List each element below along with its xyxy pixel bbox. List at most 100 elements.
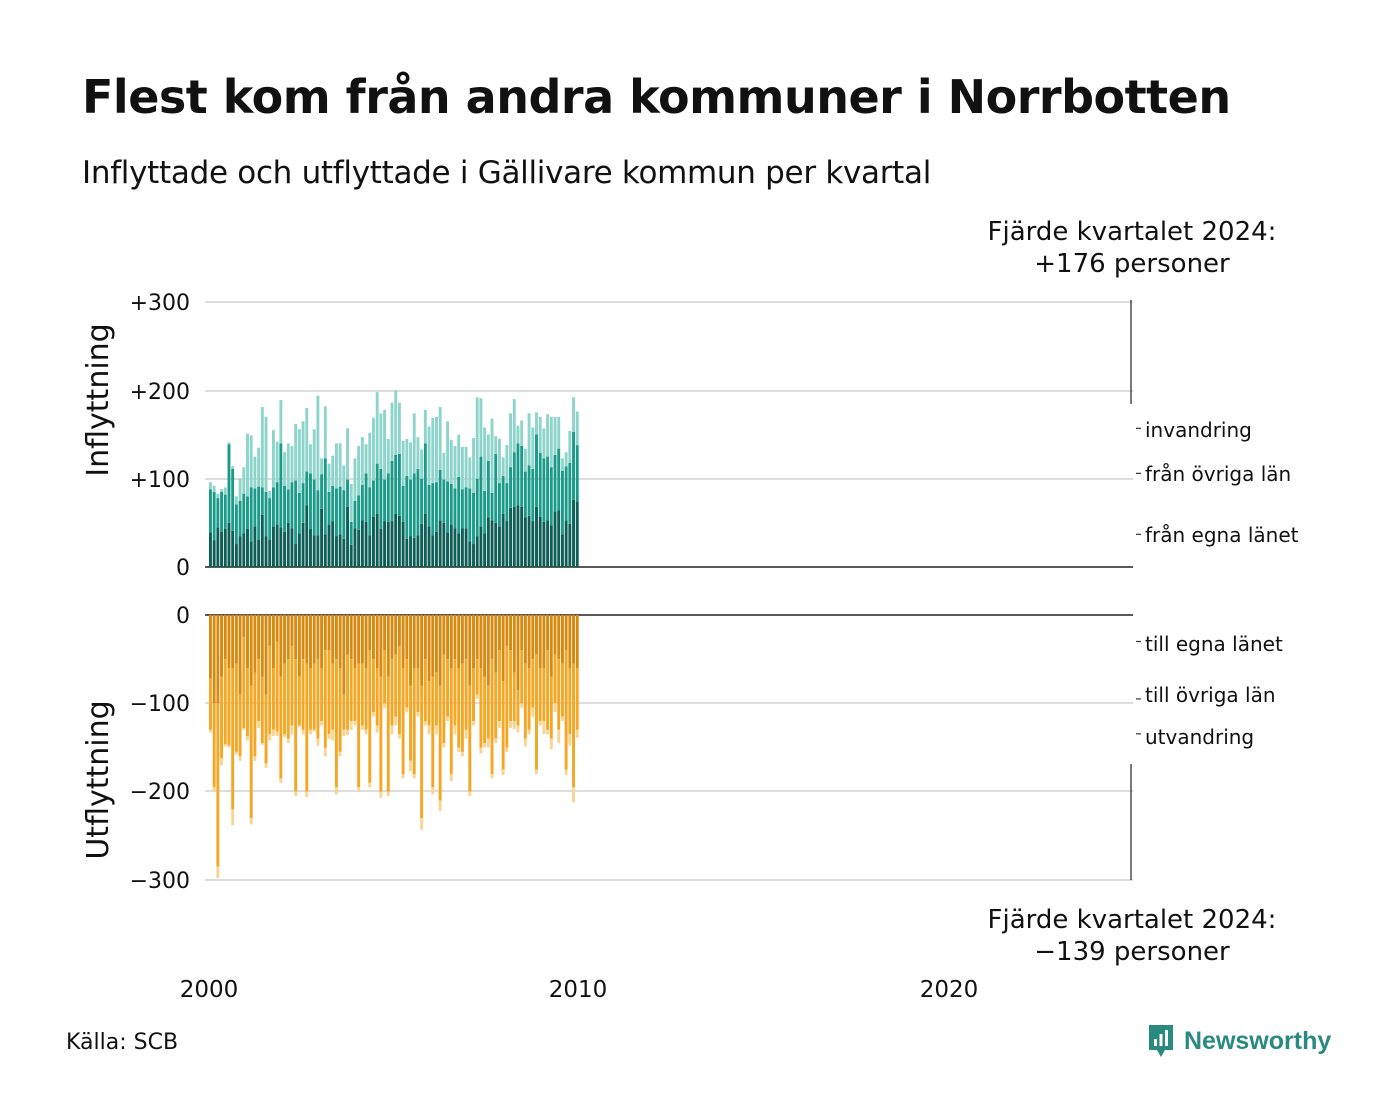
bar-out-utvandring [286, 738, 290, 744]
bar-out-utvandring [516, 725, 520, 733]
bar-out-utvandring [572, 787, 575, 803]
bar-in-invandring [383, 409, 387, 480]
bar-in-fran-ovriga-lan [220, 491, 224, 532]
bar-in-fran-egna-lanet [227, 522, 231, 567]
bar-in-fran-egna-lanet [464, 528, 468, 567]
bar-out-till-ovriga-lan [290, 645, 294, 726]
bar-in-invandring [397, 402, 401, 454]
bar-in-fran-ovriga-lan [279, 443, 283, 528]
bar-in-fran-egna-lanet [475, 536, 479, 567]
bar-in-fran-egna-lanet [420, 523, 424, 567]
bar-out-utvandring [464, 729, 468, 739]
bar-out-utvandring [575, 729, 579, 738]
bar-out-till-ovriga-lan [435, 672, 438, 726]
bar-out-utvandring [312, 729, 316, 732]
bar-in-fran-ovriga-lan [549, 467, 553, 526]
bar-in-invandring [268, 491, 272, 499]
bar-in-fran-egna-lanet [234, 544, 238, 567]
y-tick-label: 0 [176, 556, 190, 581]
bar-out-till-ovriga-lan [301, 659, 305, 730]
bar-out-till-egna-lanet [338, 615, 342, 668]
bar-out-till-egna-lanet [538, 615, 542, 668]
bar-in-invandring [449, 439, 453, 484]
bar-out-till-egna-lanet [475, 615, 479, 660]
bar-in-fran-egna-lanet [531, 521, 535, 567]
bar-out-till-egna-lanet [390, 615, 394, 660]
bar-out-till-ovriga-lan [271, 668, 275, 730]
bar-out-utvandring [290, 725, 294, 735]
bar-out-till-ovriga-lan [275, 641, 279, 732]
bar-out-till-egna-lanet [553, 615, 557, 655]
bar-in-invandring [464, 446, 468, 488]
bar-in-fran-ovriga-lan [394, 454, 398, 514]
bar-out-till-ovriga-lan [294, 659, 298, 792]
bar-out-till-egna-lanet [271, 615, 275, 668]
bar-out-till-ovriga-lan [412, 668, 416, 774]
bar-in-fran-ovriga-lan [572, 431, 575, 500]
bar-out-utvandring [294, 791, 298, 797]
bar-out-utvandring [523, 738, 527, 747]
bar-in-fran-egna-lanet [231, 530, 235, 567]
bar-out-till-ovriga-lan [557, 659, 561, 730]
bar-out-utvandring [390, 725, 394, 735]
bar-in-invandring [516, 425, 520, 444]
bar-out-utvandring [468, 791, 472, 797]
bar-out-utvandring [316, 738, 320, 746]
bar-in-fran-egna-lanet [331, 521, 335, 567]
bar-out-till-egna-lanet [564, 615, 568, 651]
bar-in-fran-egna-lanet [512, 506, 516, 567]
bar-in-fran-egna-lanet [509, 507, 513, 567]
bar-in-fran-egna-lanet [301, 522, 305, 567]
bar-out-till-egna-lanet [379, 615, 383, 677]
bar-out-till-ovriga-lan [416, 668, 420, 713]
bar-in-fran-ovriga-lan [242, 493, 246, 534]
bar-in-fran-ovriga-lan [564, 466, 568, 521]
bar-out-utvandring [375, 725, 379, 733]
bar-out-till-egna-lanet [420, 615, 424, 686]
bar-in-fran-ovriga-lan [483, 491, 487, 534]
y-tick-label: −200 [130, 780, 190, 805]
bar-in-fran-ovriga-lan [527, 465, 531, 516]
bar-in-fran-egna-lanet [294, 544, 298, 567]
bar-in-invandring [512, 399, 516, 453]
bar-in-fran-ovriga-lan [264, 491, 268, 537]
bar-out-till-ovriga-lan [279, 676, 283, 779]
bar-in-fran-ovriga-lan [342, 490, 346, 539]
bar-in-invandring [405, 438, 409, 477]
bar-in-invandring [427, 426, 431, 485]
bar-out-till-egna-lanet [268, 615, 272, 646]
bar-out-till-egna-lanet [297, 615, 301, 677]
bar-out-utvandring [453, 725, 457, 735]
bar-out-till-egna-lanet [309, 615, 312, 668]
bar-in-fran-ovriga-lan [568, 462, 572, 524]
bar-in-fran-ovriga-lan [512, 452, 516, 507]
bar-in-invandring [253, 456, 257, 489]
bar-in-fran-ovriga-lan [538, 453, 542, 517]
bar-out-till-egna-lanet [372, 615, 375, 660]
bar-out-utvandring [372, 712, 375, 717]
bar-in-fran-egna-lanet [472, 544, 475, 567]
bar-in-fran-ovriga-lan [438, 469, 442, 521]
bar-out-till-ovriga-lan [397, 645, 401, 735]
bar-in-invandring [349, 483, 353, 522]
bar-out-till-ovriga-lan [379, 676, 383, 792]
bar-out-till-egna-lanet [386, 615, 390, 677]
bar-in-fran-ovriga-lan [546, 456, 550, 521]
bar-in-invandring [249, 435, 253, 488]
bar-out-till-ovriga-lan [531, 659, 535, 708]
bar-in-fran-ovriga-lan [372, 480, 375, 517]
bar-out-till-egna-lanet [320, 615, 324, 668]
bar-out-till-ovriga-lan [420, 685, 424, 819]
y-tick-label: +300 [130, 291, 190, 316]
bar-in-invandring [486, 434, 490, 461]
bar-out-till-egna-lanet [409, 615, 412, 686]
bar-out-utvandring [412, 774, 416, 779]
bar-out-till-egna-lanet [342, 615, 346, 695]
bar-out-till-ovriga-lan [501, 681, 505, 770]
bar-out-till-ovriga-lan [323, 650, 327, 748]
bar-in-fran-egna-lanet [549, 525, 553, 567]
bar-out-utvandring [472, 721, 475, 726]
bar-in-fran-egna-lanet [486, 517, 490, 567]
bar-in-fran-egna-lanet [527, 515, 531, 567]
bar-in-invandring [260, 407, 264, 488]
